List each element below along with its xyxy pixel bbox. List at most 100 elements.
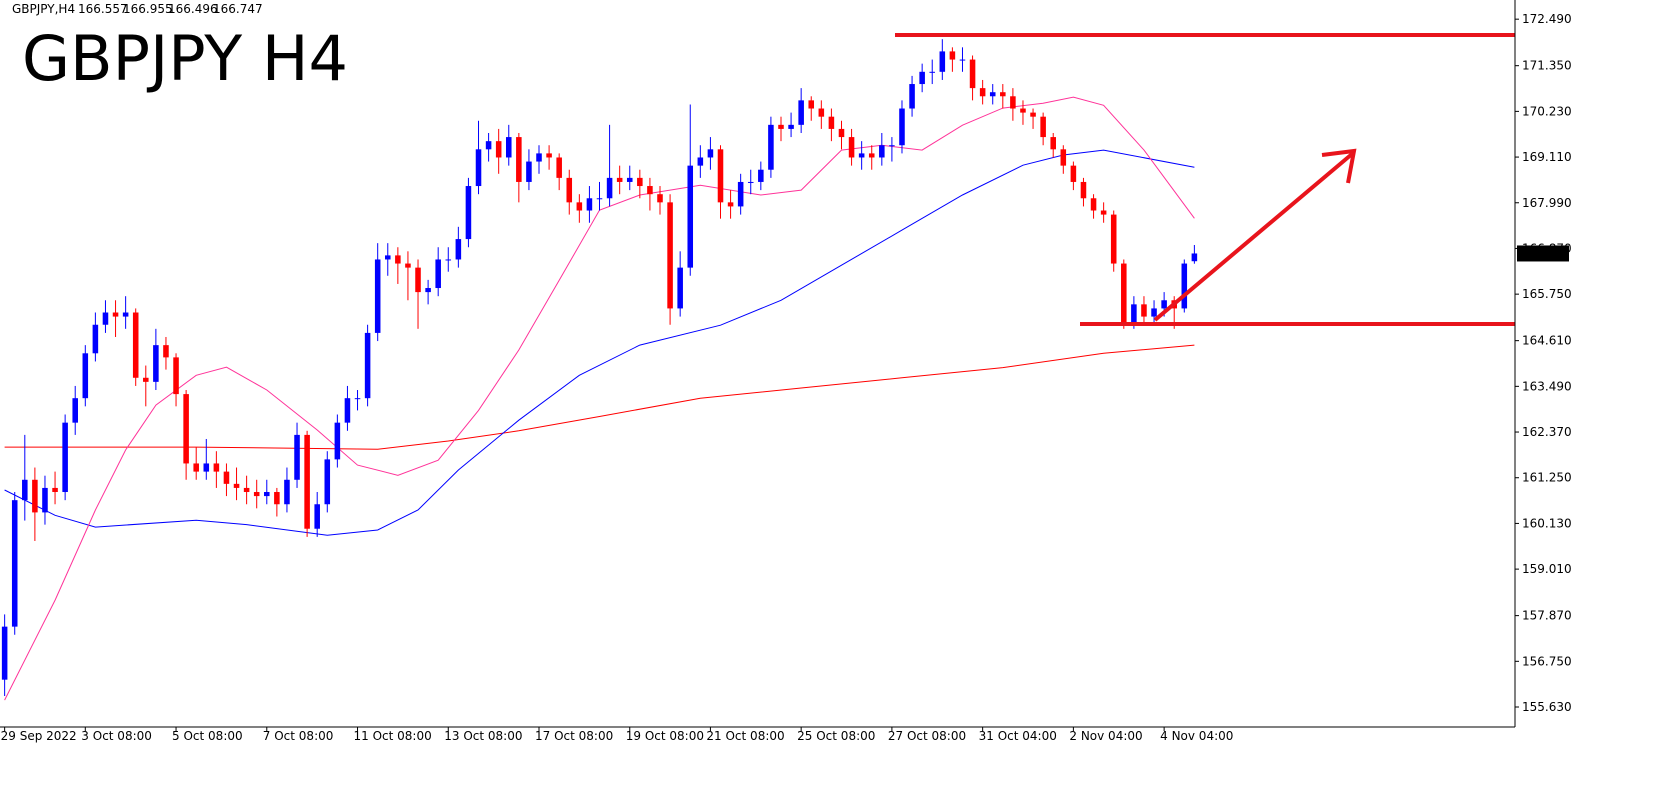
candle-body <box>1090 198 1097 211</box>
candle-body <box>495 141 502 158</box>
candle-body <box>717 149 724 203</box>
trend-arrow-head <box>1321 148 1357 184</box>
candle-body <box>858 153 865 158</box>
moving-average <box>4 149 1195 536</box>
close-label: 166.747 <box>213 2 263 16</box>
candle-body <box>818 108 825 117</box>
x-tick-label: 13 Oct 08:00 <box>444 729 522 743</box>
candle-body <box>485 141 492 150</box>
candle-body <box>1191 253 1198 262</box>
candle-body <box>425 288 431 293</box>
candle-body <box>163 345 169 358</box>
candle-body <box>334 422 341 460</box>
candle-body <box>475 149 482 187</box>
candle-body <box>173 357 179 395</box>
candle-body <box>52 487 58 493</box>
candle-body <box>22 479 28 501</box>
candle-body <box>768 124 774 170</box>
candle-body <box>385 255 391 260</box>
candle-body <box>72 398 78 423</box>
y-tick-label: 155.630 <box>1522 700 1572 714</box>
candle-body <box>526 161 532 182</box>
candle-body <box>1121 263 1127 325</box>
candle-body <box>395 255 401 264</box>
y-tick-label: 164.610 <box>1522 334 1572 348</box>
candle-body <box>889 145 895 147</box>
candle-body <box>747 181 754 183</box>
candle-body <box>505 137 512 158</box>
candle-body <box>223 471 230 484</box>
candle-body <box>465 186 472 240</box>
candle-body <box>758 169 764 182</box>
x-tick-label: 19 Oct 08:00 <box>626 729 704 743</box>
y-tick-label: 167.990 <box>1522 196 1572 210</box>
moving-average <box>4 344 1195 450</box>
candle-body <box>808 100 815 109</box>
candle-body <box>929 71 936 73</box>
candle-body <box>667 202 673 309</box>
candle-body <box>62 422 68 493</box>
candle-body <box>536 153 542 162</box>
candle-body <box>203 463 210 472</box>
candle-body <box>364 332 371 399</box>
x-tick-label: 21 Oct 08:00 <box>706 729 784 743</box>
candle-body <box>596 198 603 200</box>
candle-body <box>1070 165 1077 182</box>
candle-body <box>1110 214 1117 264</box>
candle-body <box>939 51 946 72</box>
y-tick-label: 172.490 <box>1522 12 1572 26</box>
candle-body <box>32 479 38 513</box>
x-tick-label: 17 Oct 08:00 <box>535 729 613 743</box>
candle-body <box>868 153 875 158</box>
candle-body <box>1161 300 1167 309</box>
candle-body <box>979 88 986 97</box>
candle-body <box>626 177 633 182</box>
x-tick-label: 29 Sep 2022 <box>1 729 77 743</box>
candle-body <box>233 483 240 488</box>
candle-body <box>959 59 966 61</box>
candle-body <box>374 259 381 333</box>
candle-body <box>848 137 855 158</box>
candle-body <box>576 202 583 211</box>
candle-body <box>606 177 613 199</box>
candle-body <box>102 312 109 325</box>
low-label: 166.496 <box>168 2 218 16</box>
candle-body <box>546 153 552 158</box>
candle-body <box>647 186 653 195</box>
candle-body <box>687 165 694 268</box>
candle-body <box>1050 137 1056 150</box>
candle-body <box>1040 116 1046 138</box>
candle-body <box>415 267 421 293</box>
candle-body <box>657 194 663 203</box>
candle-body <box>788 124 794 129</box>
candle-body <box>778 124 784 129</box>
y-tick-label: 169.110 <box>1522 150 1572 164</box>
candle-body <box>899 108 905 146</box>
y-tick-label: 163.490 <box>1522 379 1572 393</box>
candle-body <box>92 324 99 354</box>
candle-body <box>143 377 149 382</box>
candle-body <box>1000 92 1006 97</box>
candle-body <box>969 59 976 89</box>
plot-area <box>1 39 1198 701</box>
candle-body <box>1080 181 1087 199</box>
x-tick-label: 5 Oct 08:00 <box>172 729 243 743</box>
candle-body <box>284 479 290 505</box>
candle-body <box>556 157 562 178</box>
candle-body <box>838 128 845 138</box>
price-label-box <box>1517 245 1569 262</box>
chart-title: GBPJPY H4 <box>22 22 348 95</box>
moving-average <box>4 96 1195 701</box>
candle-body <box>828 116 835 129</box>
y-tick-label: 161.250 <box>1522 471 1572 485</box>
candle-body <box>445 259 452 261</box>
candle-body <box>112 312 119 317</box>
candle-body <box>11 500 18 627</box>
candle-body <box>153 345 159 382</box>
candle-body <box>455 239 462 260</box>
x-tick-label: 11 Oct 08:00 <box>354 729 432 743</box>
candle-body <box>324 459 331 505</box>
candle-body <box>264 492 270 497</box>
